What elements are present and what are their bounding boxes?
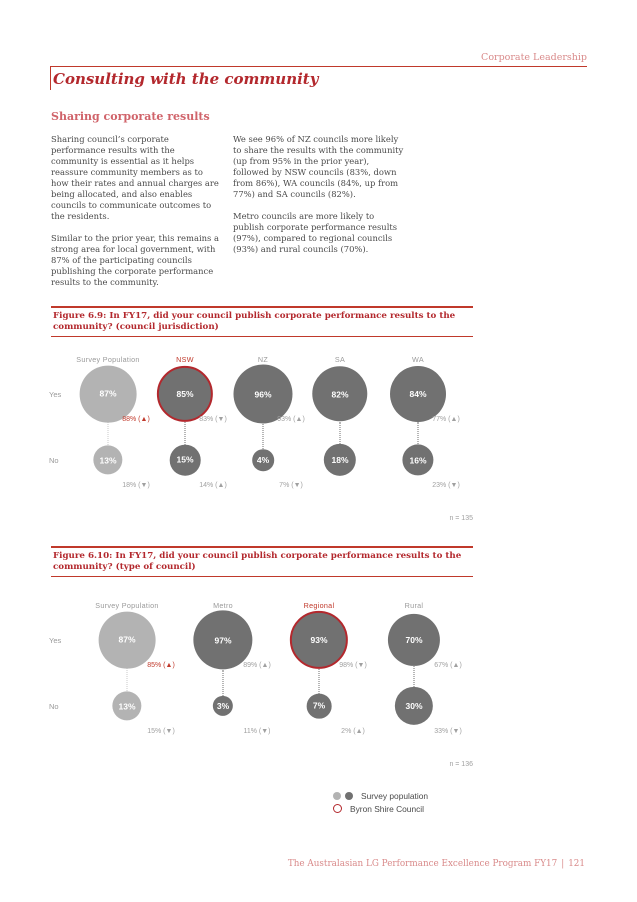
no-prior-year-value: 18% (▼) xyxy=(122,482,150,489)
connector-line xyxy=(222,669,224,696)
yes-prior-year-value: 89% (▲) xyxy=(243,662,271,669)
yes-prior-year-value: 98% (▼) xyxy=(339,662,367,669)
header-rule xyxy=(50,66,587,67)
footer: The Australasian LG Performance Excellen… xyxy=(288,859,585,869)
figure2-bottom-rule xyxy=(51,576,473,577)
yes-bubble: 82% xyxy=(312,366,368,422)
figure1-top-rule xyxy=(51,306,473,308)
highlight-ring-icon xyxy=(333,804,342,813)
column-label: Metro xyxy=(213,601,233,610)
legend-label-council: Byron Shire Council xyxy=(350,803,425,814)
yes-bubble: 85% xyxy=(156,365,214,423)
no-bubble: 13% xyxy=(93,445,123,475)
yes-bubble: 87% xyxy=(79,365,137,423)
body-left-column: Sharing council’s corporate performance … xyxy=(51,134,223,299)
yes-bubble: 70% xyxy=(387,613,441,667)
no-bubble: 7% xyxy=(306,693,332,719)
connector-line xyxy=(413,666,415,687)
figure1-title: Figure 6.9: In FY17, did your council pu… xyxy=(53,311,456,332)
legend-item-council: Byron Shire Council xyxy=(333,802,428,815)
no-bubble: 15% xyxy=(169,444,201,476)
connector-line xyxy=(126,668,128,692)
yes-bubble: 87% xyxy=(98,611,156,669)
no-bubble: 16% xyxy=(402,444,434,476)
no-bubble: 18% xyxy=(323,443,357,477)
yes-bubble: 84% xyxy=(390,366,446,422)
column-label: NZ xyxy=(257,355,269,364)
figure2-top-rule xyxy=(51,546,473,548)
no-bubble: 4% xyxy=(252,449,274,471)
body-paragraph: Similar to the prior year, this remains … xyxy=(51,233,219,287)
yes-prior-year-value: 93% (▲) xyxy=(277,416,305,423)
yes-bubble: 96% xyxy=(233,364,293,424)
body-paragraph: Sharing council’s corporate performance … xyxy=(51,134,219,221)
figure1-row-yes-label: Yes xyxy=(49,390,62,399)
yes-prior-year-value: 83% (▼) xyxy=(199,416,227,423)
footer-separator: | xyxy=(561,859,565,869)
body-paragraph: We see 96% of NZ councils more likely to… xyxy=(233,134,404,199)
figure2-row-yes-label: Yes xyxy=(49,636,62,645)
figure1-bottom-rule xyxy=(51,336,473,337)
survey-dot-icon xyxy=(333,791,341,800)
no-prior-year-value: 15% (▼) xyxy=(147,728,175,735)
legend-label-survey: Survey population xyxy=(361,790,429,801)
footer-page-number: 121 xyxy=(568,859,585,869)
yes-prior-year-value: 77% (▲) xyxy=(432,416,460,423)
yes-prior-year-value: 67% (▲) xyxy=(434,662,462,669)
no-bubble: 13% xyxy=(112,691,142,721)
legend-item-survey: Survey population xyxy=(333,789,428,802)
figure2-title: Figure 6.10: In FY17, did your council p… xyxy=(53,551,462,572)
yes-prior-year-value: 88% (▲) xyxy=(122,416,150,423)
connector-line xyxy=(417,421,419,445)
footer-program: The Australasian LG Performance Excellen… xyxy=(287,859,558,869)
no-prior-year-value: 7% (▼) xyxy=(279,482,303,489)
column-label: Rural xyxy=(404,601,424,610)
connector-line xyxy=(318,669,320,694)
no-prior-year-value: 23% (▼) xyxy=(432,482,460,489)
no-prior-year-value: 11% (▼) xyxy=(243,728,271,735)
figure2-sample-size: n = 136 xyxy=(449,761,473,768)
yes-bubble: 93% xyxy=(289,610,349,670)
yes-bubble: 97% xyxy=(193,610,253,670)
header-section-label: Corporate Leadership xyxy=(481,52,587,63)
figure1-row-no-label: No xyxy=(49,456,59,465)
column-label: NSW xyxy=(176,355,194,364)
yes-prior-year-value: 85% (▲) xyxy=(147,662,175,669)
header-tick xyxy=(50,66,51,90)
figure1-sample-size: n = 135 xyxy=(449,515,473,522)
legend: Survey population Byron Shire Council xyxy=(333,789,428,815)
connector-line xyxy=(107,422,109,446)
no-bubble: 3% xyxy=(212,695,234,717)
council-dot-icon xyxy=(345,791,353,800)
column-label: WA xyxy=(412,355,424,364)
body-paragraph: Metro councils are more likely to publis… xyxy=(233,211,398,254)
no-prior-year-value: 14% (▲) xyxy=(199,482,227,489)
figure2-row-no-label: No xyxy=(49,702,59,711)
column-label: Survey Population xyxy=(95,601,159,610)
section-heading: Sharing corporate results xyxy=(51,110,210,123)
connector-line xyxy=(262,423,264,450)
column-label: SA xyxy=(334,355,346,364)
connector-line xyxy=(184,422,186,445)
no-prior-year-value: 2% (▲) xyxy=(341,728,365,735)
no-bubble: 30% xyxy=(394,686,434,726)
column-label: Regional xyxy=(303,601,335,610)
connector-line xyxy=(339,421,341,444)
no-prior-year-value: 33% (▼) xyxy=(434,728,462,735)
page-title: Consulting with the community xyxy=(53,70,319,88)
column-label: Survey Population xyxy=(76,355,140,364)
body-right-column: We see 96% of NZ councils more likely to… xyxy=(233,134,405,266)
